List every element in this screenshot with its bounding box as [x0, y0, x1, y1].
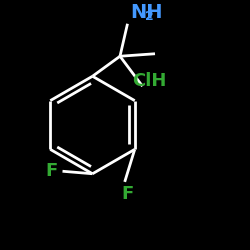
- Text: NH: NH: [130, 3, 162, 22]
- Text: ClH: ClH: [132, 72, 167, 90]
- Text: F: F: [121, 185, 133, 203]
- Text: F: F: [45, 162, 57, 180]
- Text: 2: 2: [146, 10, 154, 23]
